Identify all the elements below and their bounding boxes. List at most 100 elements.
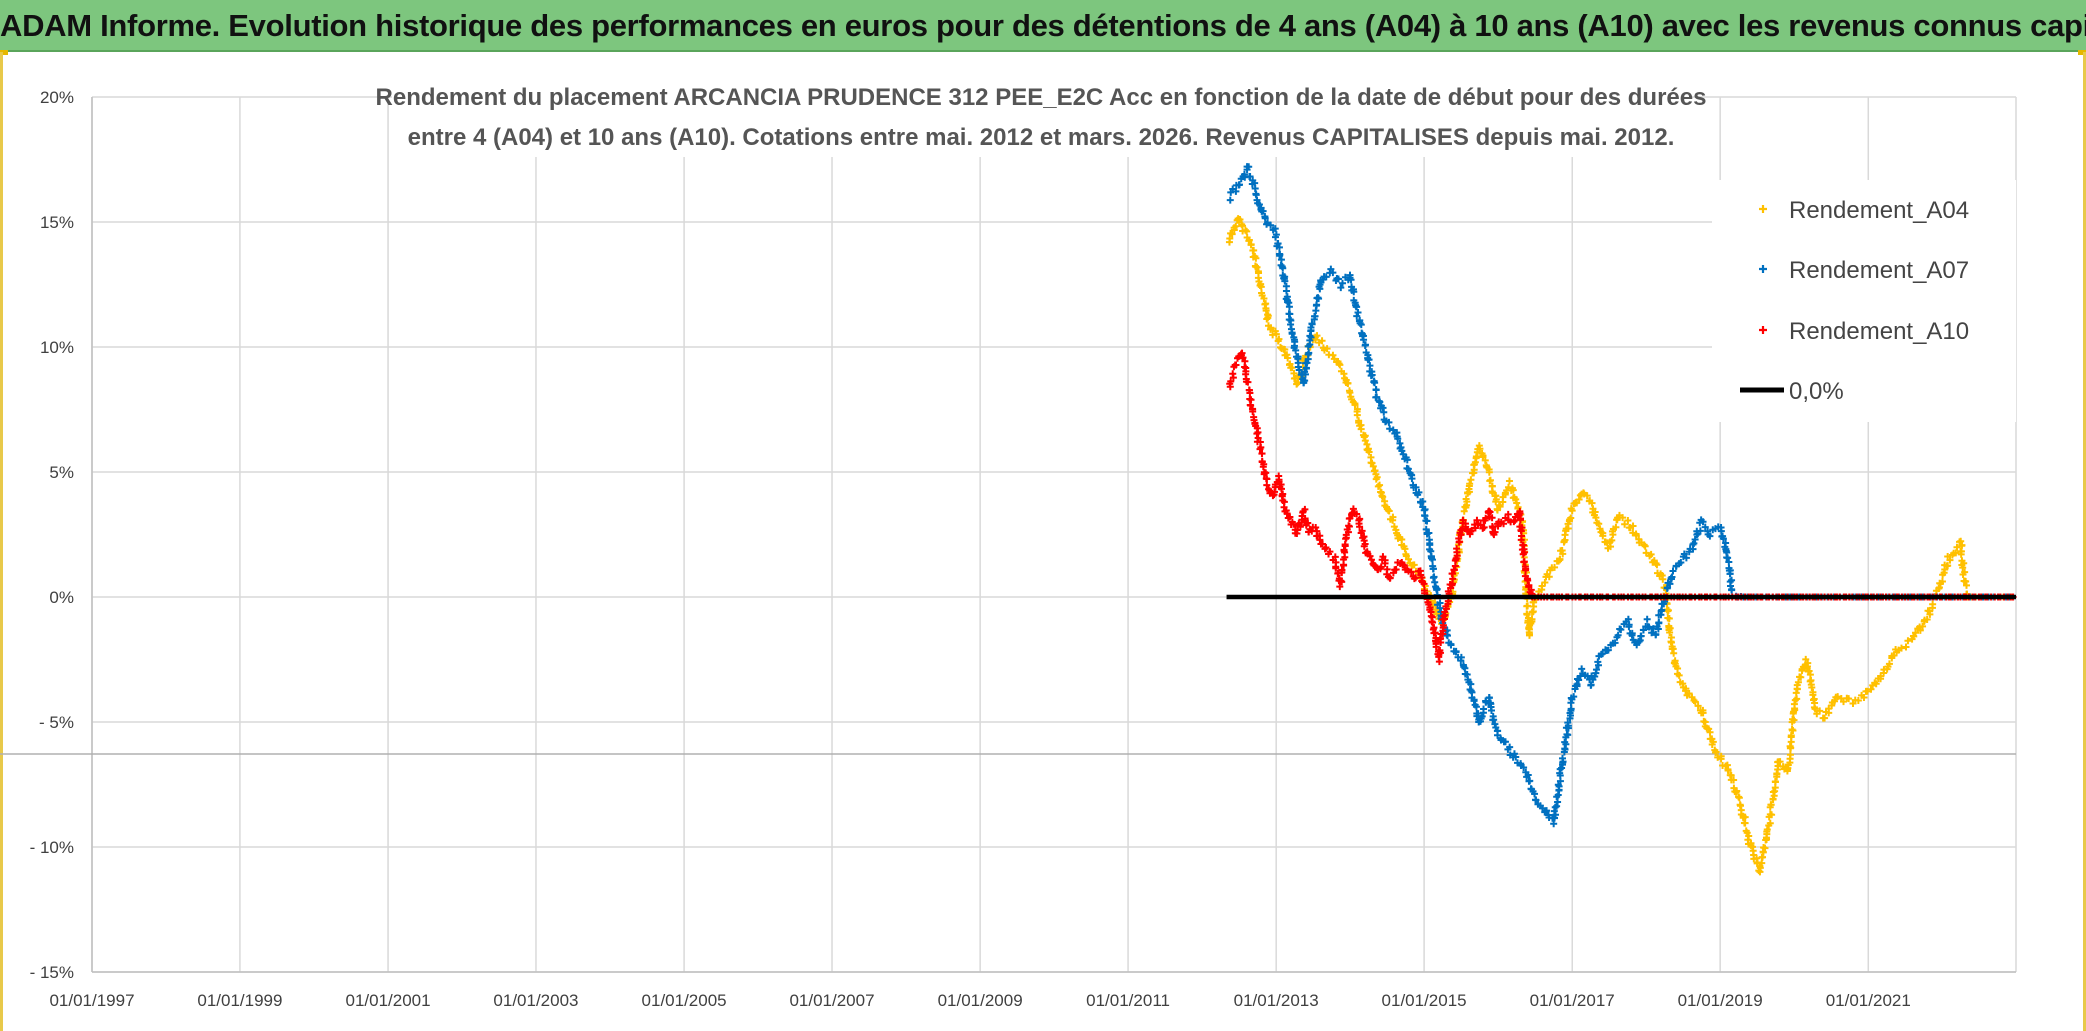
data-point	[1867, 685, 1875, 693]
data-point	[1517, 536, 1525, 544]
data-point	[1367, 556, 1375, 564]
data-point	[1263, 475, 1271, 483]
data-point	[1421, 505, 1429, 513]
data-point	[1259, 207, 1267, 215]
data-point	[1314, 294, 1322, 302]
data-point	[1386, 574, 1394, 582]
data-point	[1513, 499, 1521, 507]
data-point	[1250, 246, 1258, 254]
data-point	[1797, 673, 1805, 681]
data-point	[1476, 445, 1484, 453]
data-point	[1245, 386, 1253, 394]
data-point	[1455, 538, 1463, 546]
data-point	[1236, 216, 1244, 224]
x-tick-label: 01/01/2009	[938, 991, 1023, 1010]
data-point	[1587, 681, 1595, 689]
legend-item: Rendement_A04	[1759, 197, 1969, 224]
data-point	[1491, 528, 1499, 536]
data-point	[1426, 539, 1434, 547]
data-point	[1368, 371, 1376, 379]
data-point	[1350, 288, 1358, 296]
data-point	[1341, 542, 1349, 550]
data-point	[1741, 819, 1749, 827]
corner-accent-right	[2078, 50, 2086, 55]
y-tick-label: 20%	[40, 88, 74, 107]
data-point	[1307, 326, 1315, 334]
data-point	[1415, 488, 1423, 496]
data-point	[1340, 546, 1348, 554]
data-point	[1433, 585, 1441, 593]
data-point	[1347, 276, 1355, 284]
data-point	[1392, 566, 1400, 574]
data-point	[1523, 575, 1531, 583]
data-point	[1767, 801, 1775, 809]
data-point	[1379, 553, 1387, 561]
y-tick-label: 15%	[40, 213, 74, 232]
data-point	[1831, 697, 1839, 705]
data-point	[1367, 459, 1375, 467]
data-point	[1619, 514, 1627, 522]
data-point	[1709, 738, 1717, 746]
data-point	[1543, 807, 1551, 815]
data-point	[1232, 361, 1240, 369]
data-point	[1694, 702, 1702, 710]
data-point	[1412, 574, 1420, 582]
data-point	[1423, 517, 1431, 525]
data-point	[1733, 787, 1741, 795]
data-point	[1252, 254, 1260, 262]
data-point	[1726, 570, 1734, 578]
data-point	[1532, 796, 1540, 804]
data-point	[1635, 638, 1643, 646]
data-point	[1420, 580, 1428, 588]
data-point	[1240, 170, 1248, 178]
data-point	[1281, 277, 1289, 285]
data-point	[1570, 693, 1578, 701]
data-point	[1429, 574, 1437, 582]
data-point	[1271, 225, 1279, 233]
banner-title: ADAM Informe. Evolution historique des p…	[0, 8, 2086, 43]
data-point	[1682, 687, 1690, 695]
data-point	[1599, 650, 1607, 658]
data-point	[1380, 408, 1388, 416]
chart-title-background	[392, 79, 1690, 157]
data-point	[1675, 671, 1683, 679]
data-point	[1410, 561, 1418, 569]
data-point	[1811, 705, 1819, 713]
x-tick-label: 01/01/2015	[1382, 991, 1467, 1010]
data-point	[1361, 341, 1369, 349]
data-point	[1254, 434, 1262, 442]
chart-title-line-1: Rendement du placement ARCANCIA PRUDENCE…	[376, 84, 1707, 111]
data-point	[1512, 753, 1520, 761]
data-point	[1558, 547, 1566, 555]
data-point	[1575, 676, 1583, 684]
y-axis-ticks: 20% 15% 10% 5% 0% - 5% - 10% - 15%	[30, 88, 74, 982]
data-point	[1361, 540, 1369, 548]
data-point	[1311, 312, 1318, 320]
data-point	[1699, 518, 1707, 526]
data-point	[1372, 385, 1380, 393]
data-point	[1235, 181, 1243, 189]
data-point	[1277, 485, 1285, 493]
data-point	[1655, 619, 1663, 627]
data-point	[1488, 514, 1496, 522]
data-point	[1452, 647, 1460, 655]
data-point	[1699, 709, 1707, 717]
data-point	[1332, 564, 1340, 572]
data-point	[1353, 411, 1361, 419]
y-tick-label: - 5%	[39, 713, 74, 732]
data-point	[1929, 600, 1937, 608]
data-point	[1599, 532, 1607, 540]
data-point	[1244, 378, 1252, 386]
data-point	[1957, 537, 1965, 545]
data-point	[1485, 694, 1493, 702]
data-point	[1885, 660, 1893, 668]
data-point	[1301, 377, 1309, 385]
data-point	[1257, 283, 1265, 291]
data-point	[1267, 221, 1275, 229]
data-point	[1480, 523, 1488, 531]
data-point	[1595, 520, 1603, 528]
data-point	[1272, 231, 1280, 239]
data-point	[1845, 695, 1853, 703]
x-tick-label: 01/01/2003	[493, 991, 578, 1010]
